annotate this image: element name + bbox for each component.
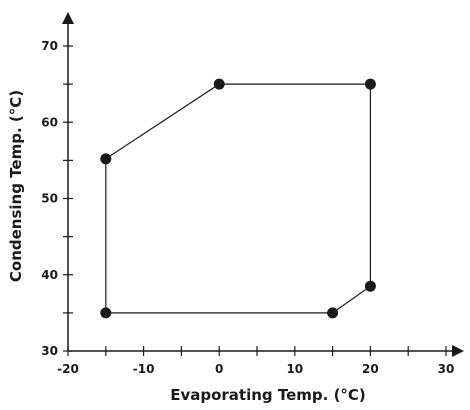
y-tick-label: 30 [41,344,58,358]
data-point [327,307,339,319]
x-tick-label: 30 [438,362,455,376]
x-tick-label: -20 [57,362,79,376]
x-ticks [67,346,447,356]
y-tick-label: 50 [41,192,58,206]
y-tick-label: 40 [41,268,58,282]
y-tick-label: 60 [41,115,58,129]
data-point [100,307,112,319]
x-axis-title: Evaporating Temp. (°C) [170,386,366,404]
x-tick-labels: -20 -10 0 10 20 30 [57,362,454,376]
y-tick-label: 70 [41,39,58,53]
data-point [364,78,376,90]
y-tick-labels: 30 40 50 60 70 [41,39,58,358]
x-tick-label: 10 [286,362,303,376]
x-tick-label: 20 [362,362,379,376]
x-tick-label: 0 [215,362,223,376]
y-axis-title: Condensing Temp. (°C) [7,90,25,282]
data-point [213,78,225,90]
data-point [100,153,112,165]
data-point [364,280,376,292]
data-points [100,78,376,319]
x-tick-label: -10 [133,362,155,376]
y-ticks [63,45,73,352]
axes [62,11,464,357]
envelope-polygon [105,83,371,314]
